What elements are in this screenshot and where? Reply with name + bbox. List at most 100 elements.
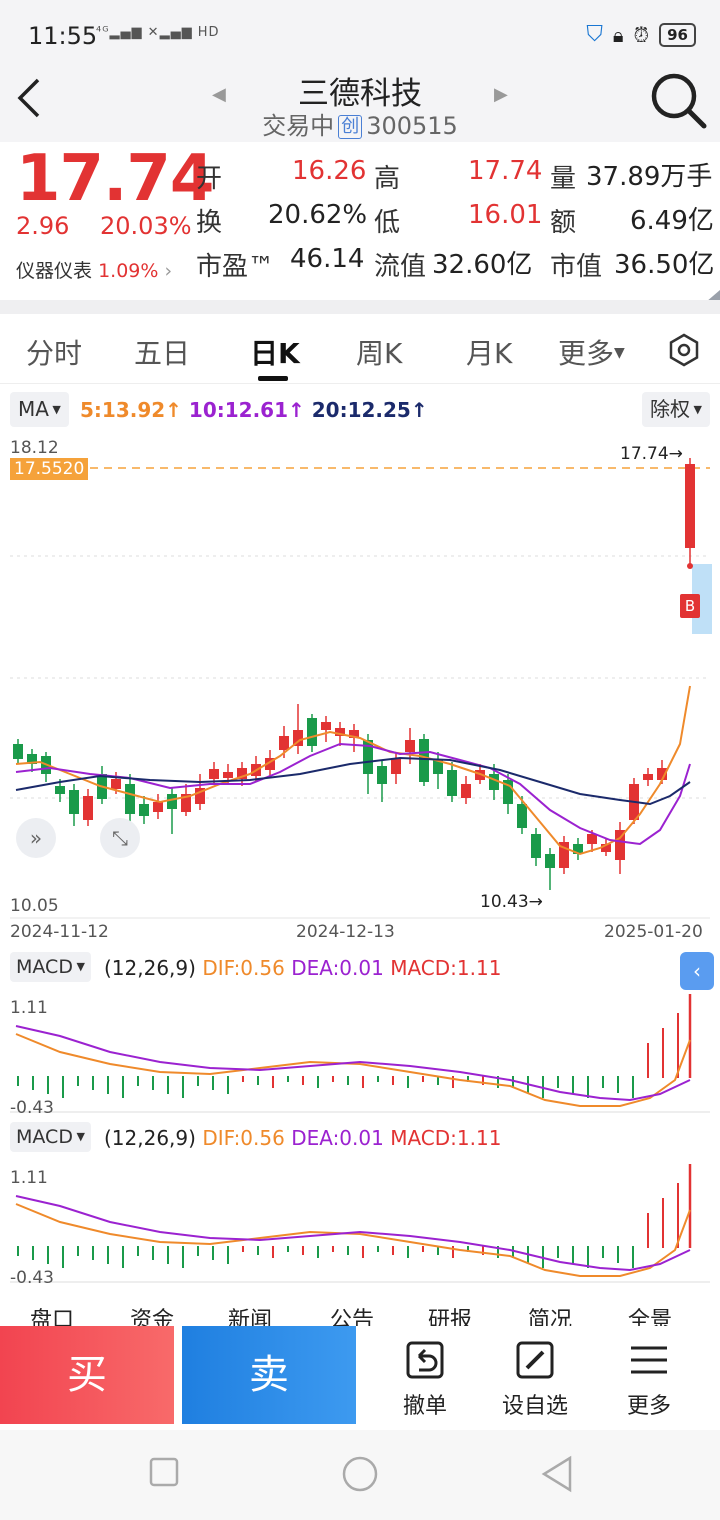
search-icon[interactable] <box>646 68 710 132</box>
prev-stock-icon[interactable]: ◀ <box>212 84 226 105</box>
candle-body <box>237 768 247 779</box>
dea-line <box>15 1195 691 1272</box>
high-value: 17.74 <box>468 156 543 186</box>
buy-signal-badge[interactable]: B <box>680 594 700 618</box>
bottom-tab-peek[interactable]: 研报 <box>428 1308 473 1326</box>
candle-body <box>69 790 79 814</box>
candle-body <box>209 769 219 779</box>
tab-daily-k[interactable]: 日K <box>250 337 300 370</box>
candle-body <box>503 780 513 804</box>
battery-icon: 96 <box>659 22 696 47</box>
macd-selector-1[interactable]: MACD ▼ <box>10 952 91 982</box>
candlestick-chart[interactable]: 18.12 17.5520 17.74→ B 10.43→ 10.05 2024… <box>0 434 720 944</box>
adjust-selector[interactable]: 除权 ▼ <box>642 392 710 427</box>
active-tab-indicator <box>258 376 288 381</box>
dea-line <box>15 1025 691 1102</box>
hd-indicator: HD <box>197 25 220 40</box>
open-label: 开 <box>196 164 223 194</box>
candle-body <box>461 784 471 798</box>
candle-body <box>279 736 289 750</box>
macd-header-2: MACD ▼ (12,26,9) DIF:0.56 DEA:0.01 MACD:… <box>0 1122 720 1156</box>
date-label-start: 2024-11-12 <box>10 922 109 942</box>
float-cap-label: 流值 <box>374 252 427 282</box>
sell-button[interactable]: 卖 <box>182 1326 356 1424</box>
tab-monthly-k[interactable]: 月K <box>466 337 513 370</box>
macd-value: MACD:1.11 <box>390 1126 502 1150</box>
signal-icon: ⁴ᴳ▂▄▆ ✕▂▄▆ HD <box>96 25 220 40</box>
back-icon[interactable] <box>14 76 44 120</box>
bottom-tab-peek[interactable]: 简况 <box>528 1308 573 1326</box>
stock-name: 三德科技 <box>298 76 422 112</box>
candle-body <box>139 804 149 816</box>
quote-panel: 17.74 2.96 20.03% 仪器仪表 1.09% › 开 16.26 高… <box>0 142 720 302</box>
macd-values-1: (12,26,9) DIF:0.56 DEA:0.01 MACD:1.11 <box>104 956 501 980</box>
candle-body <box>531 834 541 858</box>
fast-forward-icon[interactable]: » <box>16 818 56 858</box>
tab-weekly-k[interactable]: 周K <box>356 337 403 370</box>
candle-body <box>167 794 177 809</box>
bottom-tab-peek[interactable]: 新闻 <box>228 1308 273 1326</box>
ma-selector-label: MA <box>18 397 49 421</box>
buy-button[interactable]: 买 <box>0 1326 174 1424</box>
dif-value: DIF:0.56 <box>202 956 285 980</box>
amount-value: 6.49亿 <box>630 206 714 236</box>
tab-intraday[interactable]: 分时 <box>26 337 83 370</box>
bottom-tab-peek[interactable]: 盘口 <box>30 1308 75 1326</box>
stock-subtitle: 交易中创 300515 <box>0 106 720 141</box>
price-axis-top: 18.12 <box>10 438 59 458</box>
ma20-line <box>15 756 691 806</box>
macd2-axis-top: 1.11 <box>10 1168 48 1188</box>
cancel-order-button[interactable]: 撤单 <box>370 1340 480 1420</box>
caret-down-icon: ▼ <box>72 1130 85 1143</box>
macd-selector-2[interactable]: MACD ▼ <box>10 1122 91 1152</box>
low-marker: 10.43→ <box>480 892 543 912</box>
candle-body <box>545 854 555 868</box>
tab-five-day[interactable]: 五日 <box>134 337 191 370</box>
bottom-tab-peek[interactable]: 资金 <box>130 1308 175 1326</box>
lock-icon: 🔒︎ <box>612 22 624 47</box>
caret-down-icon: ▼ <box>48 403 61 416</box>
ma10-value: 10:12.61↑ <box>188 398 305 422</box>
price-change-pct: 20.03% <box>100 212 192 240</box>
recent-apps-icon[interactable] <box>148 1456 180 1488</box>
add-watchlist-button[interactable]: 设自选 <box>480 1340 590 1420</box>
date-label-mid: 2024-12-13 <box>296 922 395 942</box>
bottom-tab-peek[interactable]: 公告 <box>330 1308 375 1326</box>
caret-down-icon: ▼ <box>690 403 702 416</box>
settings-hex-icon[interactable] <box>666 332 702 368</box>
bottom-tab-peek[interactable]: 全景 <box>628 1308 673 1326</box>
high-label: 高 <box>374 164 401 194</box>
home-icon[interactable] <box>340 1454 380 1494</box>
candle-body <box>489 774 499 790</box>
tab-more[interactable]: 更多▼ <box>558 332 625 372</box>
turnover-value: 20.62% <box>268 200 368 230</box>
macd-params: (12,26,9) <box>104 1126 196 1150</box>
candle-body <box>83 796 93 820</box>
caret-down-icon: ▼ <box>614 345 625 361</box>
candle-body <box>307 718 317 746</box>
macd-plot-2 <box>10 1164 710 1283</box>
more-actions-button[interactable]: 更多 <box>594 1340 704 1420</box>
undo-icon <box>406 1341 444 1379</box>
corner-fold-icon <box>706 290 720 302</box>
high-marker: 17.74→ <box>620 444 683 464</box>
candle-body <box>657 768 667 780</box>
sector-link[interactable]: 仪器仪表 1.09% › <box>16 260 173 282</box>
candle-body <box>195 788 205 804</box>
candle-body <box>615 830 625 860</box>
candle-body <box>153 802 163 812</box>
date-label-end: 2025-01-20 <box>604 922 703 942</box>
candle-body <box>335 728 345 736</box>
collapse-panel-icon[interactable]: ‹ <box>680 952 714 990</box>
back-nav-icon[interactable] <box>538 1454 578 1494</box>
ma-selector[interactable]: MA ▼ <box>10 392 69 427</box>
fullscreen-icon[interactable]: ⤡ <box>100 818 140 858</box>
candlestick-plot <box>10 458 712 919</box>
candle-body <box>447 770 457 796</box>
candle-body <box>55 786 65 794</box>
next-stock-icon[interactable]: ▶ <box>494 84 508 105</box>
candle-body <box>13 744 23 759</box>
ma10-line <box>15 742 691 846</box>
stock-header: ◀ 三德科技 交易中创 300515 ▶ <box>0 62 720 142</box>
dif-line <box>15 1203 691 1277</box>
